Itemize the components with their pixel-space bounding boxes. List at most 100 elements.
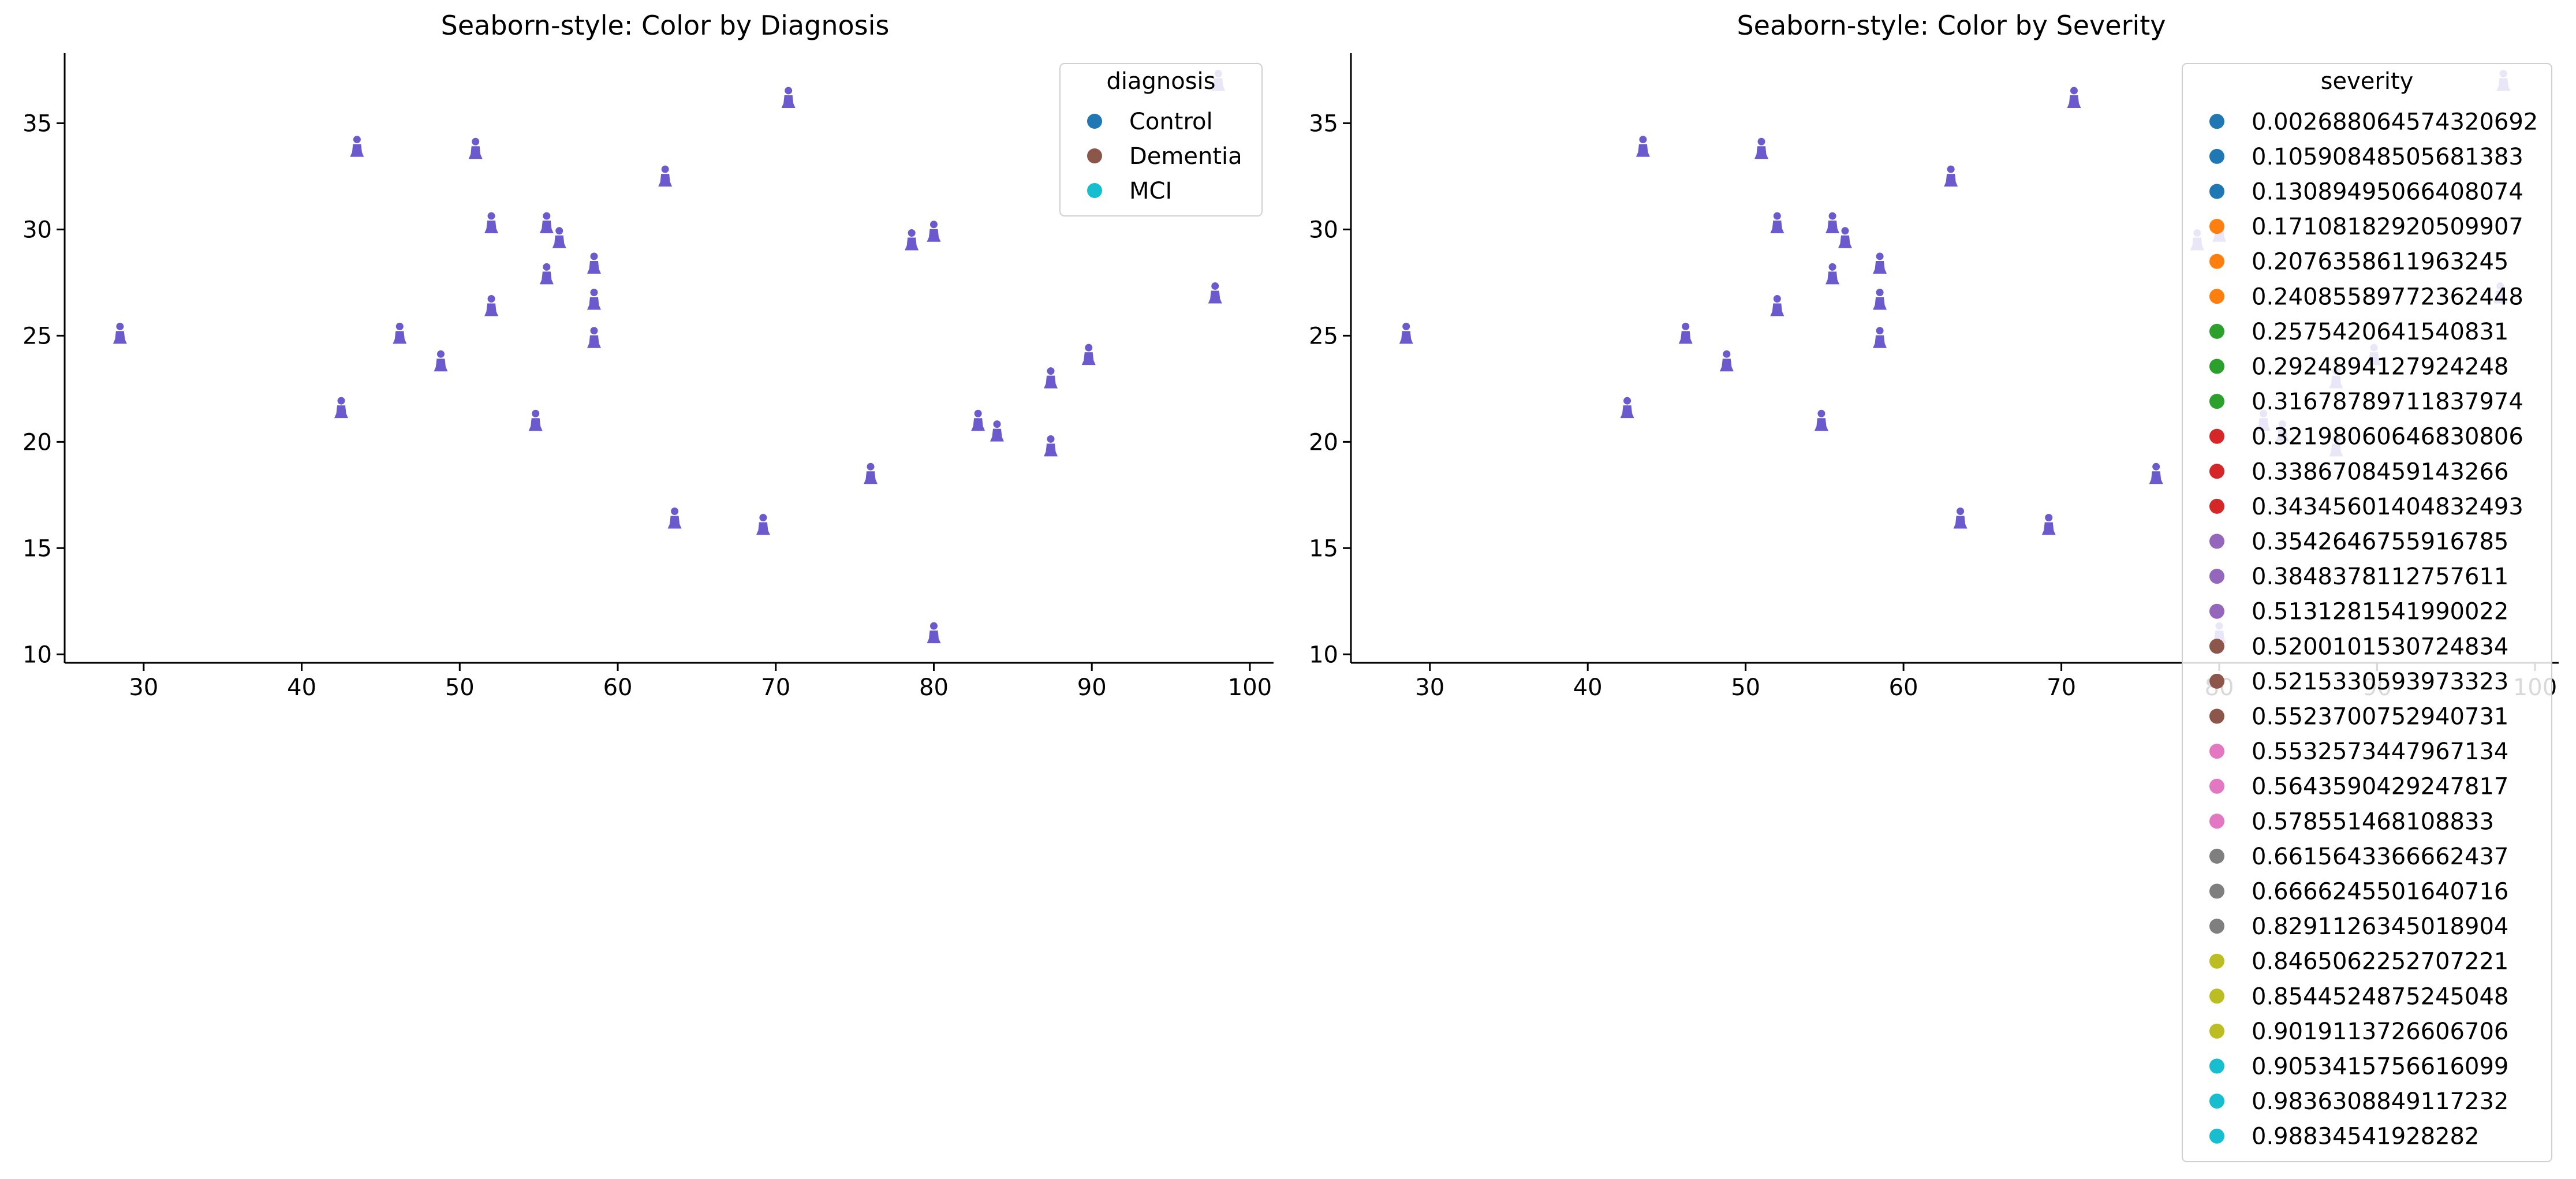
legend-marker xyxy=(2209,919,2224,934)
x-tick-label: 70 xyxy=(2047,674,2076,701)
data-point xyxy=(864,462,878,484)
data-point xyxy=(781,87,796,108)
legend-box xyxy=(1059,63,1263,217)
legend-entry-label: 0.2575420641540831 xyxy=(2252,319,2508,345)
y-axis-ticks: 10 15 20 25 30 35 xyxy=(23,110,65,668)
legend-entry-label: 0.10590848505681383 xyxy=(2252,144,2523,170)
legend-marker xyxy=(2209,1128,2224,1144)
data-point xyxy=(393,322,407,344)
legend-entry-label: Control xyxy=(1129,109,1213,135)
data-point xyxy=(2041,514,2056,535)
legend-box xyxy=(2182,63,2552,1162)
legend-entry-label: 0.17108182920509907 xyxy=(2252,214,2523,240)
legend-entry-label: 0.6666245501640716 xyxy=(2252,879,2508,905)
legend-entry-label: 0.9836308849117232 xyxy=(2252,1088,2508,1115)
x-tick-label: 60 xyxy=(1889,674,1918,701)
data-point xyxy=(2149,462,2163,484)
legend-marker xyxy=(2209,708,2224,724)
data-point xyxy=(1953,507,1968,529)
legend-entry-label: 0.32198060646830806 xyxy=(2252,424,2523,450)
legend-marker xyxy=(2209,988,2224,1004)
legend-entry-label: 0.8465062252707221 xyxy=(2252,949,2508,975)
y-tick-label: 15 xyxy=(23,535,52,562)
legend-marker xyxy=(2209,1023,2224,1039)
legend: diagnosis Control Dementia MCI xyxy=(1059,63,1263,217)
data-point xyxy=(756,514,770,535)
legend-marker xyxy=(2209,1058,2224,1074)
data-point xyxy=(334,397,349,419)
y-tick-label: 25 xyxy=(1309,323,1338,349)
y-tick-label: 25 xyxy=(23,323,52,349)
data-point xyxy=(1944,165,1958,187)
x-tick-label: 50 xyxy=(1731,674,1760,701)
data-point xyxy=(927,622,941,644)
data-point xyxy=(658,165,673,187)
legend-marker xyxy=(2209,219,2224,234)
legend-marker xyxy=(2209,533,2224,549)
x-tick-label: 60 xyxy=(603,674,633,701)
legend-entry-label: 0.2924894127924248 xyxy=(2252,354,2508,380)
legend-marker xyxy=(2209,359,2224,374)
legend-marker xyxy=(2209,323,2224,339)
legend-entry-label: 0.5131281541990022 xyxy=(2252,599,2508,625)
y-tick-label: 10 xyxy=(23,641,52,668)
data-point xyxy=(1754,137,1769,159)
legend-marker xyxy=(2209,428,2224,444)
x-tick-label: 40 xyxy=(287,674,316,701)
data-point xyxy=(1620,397,1634,419)
x-tick-label: 90 xyxy=(1077,674,1107,701)
legend-entry-label: 0.6615643366662437 xyxy=(2252,844,2508,870)
legend-entry-label: 0.13089495066408074 xyxy=(2252,179,2523,206)
chart-title: Seaborn-style: Color by Severity xyxy=(1737,10,2166,41)
legend-marker xyxy=(2209,184,2224,199)
legend-entry-label: 0.8544524875245048 xyxy=(2252,983,2508,1010)
legend-entry-label: 0.5200101530724834 xyxy=(2252,633,2508,660)
legend-entry-label: 0.5643590429247817 xyxy=(2252,774,2508,800)
legend-entry-label: 0.5215330593973323 xyxy=(2252,669,2508,695)
data-point xyxy=(1814,409,1828,431)
data-point xyxy=(587,288,601,310)
y-axis-ticks: 10 15 20 25 30 35 xyxy=(1309,110,1351,668)
legend-marker xyxy=(2209,673,2224,689)
legend-entry-label: 0.3848378112757611 xyxy=(2252,564,2508,590)
legend-marker xyxy=(1087,148,1102,163)
legend-marker xyxy=(2209,953,2224,969)
legend-entry-label: 0.578551468108833 xyxy=(2252,808,2494,835)
legend-entry-label: 0.3386708459143266 xyxy=(2252,458,2508,485)
data-point xyxy=(1719,350,1734,372)
data-point xyxy=(434,350,448,372)
legend-marker xyxy=(2209,569,2224,584)
data-point xyxy=(1873,327,1887,348)
y-tick-label: 20 xyxy=(1309,429,1338,456)
data-point xyxy=(1399,322,1413,344)
data-point xyxy=(484,212,499,234)
chart-title: Seaborn-style: Color by Diagnosis xyxy=(441,10,890,41)
y-tick-label: 30 xyxy=(23,217,52,243)
legend-entry-label: 0.34345601404832493 xyxy=(2252,494,2523,520)
data-point xyxy=(1770,212,1784,234)
data-point xyxy=(905,229,919,251)
data-point xyxy=(484,295,499,316)
data-point xyxy=(539,212,554,234)
legend-marker xyxy=(2209,114,2224,129)
legend-marker xyxy=(2209,603,2224,619)
x-tick-label: 40 xyxy=(1573,674,1603,701)
y-tick-label: 10 xyxy=(1309,641,1338,668)
y-tick-label: 35 xyxy=(23,110,52,137)
data-point xyxy=(1208,282,1222,304)
data-point xyxy=(990,420,1004,442)
legend-marker xyxy=(2209,1094,2224,1109)
chart-panel-severity: Seaborn-style: Color by Severity 30 40 50 6… xyxy=(1309,10,2559,1162)
legend-entry-label: Dementia xyxy=(1129,143,1242,170)
legend-marker xyxy=(2209,253,2224,269)
data-point xyxy=(971,409,985,431)
legend-title: severity xyxy=(2321,68,2414,95)
data-point xyxy=(552,227,566,248)
legend-entry-label: 0.24085589772362448 xyxy=(2252,283,2523,310)
data-point xyxy=(1770,295,1784,316)
chart-panel-diagnosis: Seaborn-style: Color by Diagnosis 30 40 50… xyxy=(23,10,1274,701)
legend-marker xyxy=(2209,289,2224,304)
legend-entry-label: 0.5532573447967134 xyxy=(2252,738,2508,765)
legend-marker xyxy=(1087,183,1102,198)
